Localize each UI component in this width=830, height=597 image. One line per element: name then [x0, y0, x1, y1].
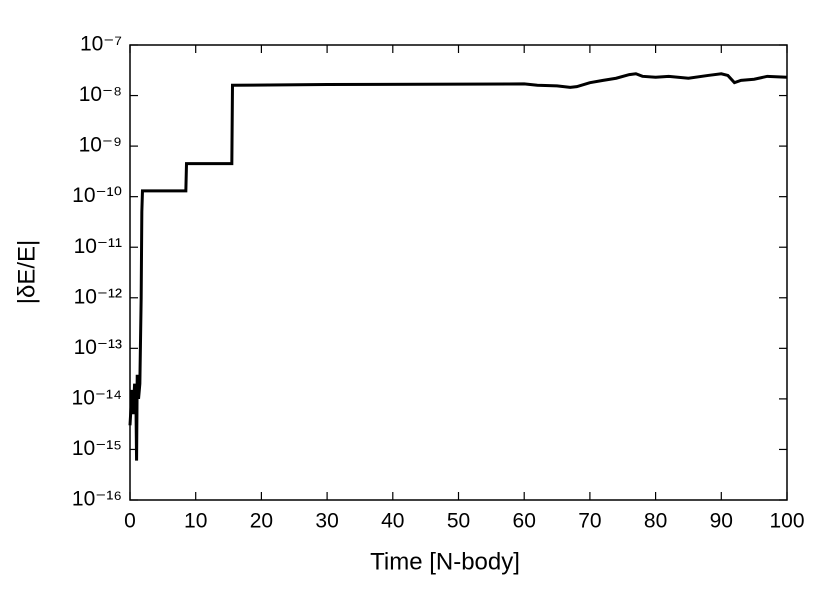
data-line: [128, 72, 788, 461]
y-tick-label: 10⁻¹²: [74, 285, 122, 308]
y-tick-label: 10⁻¹⁴: [72, 386, 122, 409]
x-tick-label: 70: [578, 510, 601, 533]
y-axis-label: |δE/E|: [13, 240, 40, 305]
x-tick-label: 50: [447, 510, 470, 533]
x-tick-label: 20: [250, 510, 273, 533]
y-tick-label: 10⁻¹⁰: [72, 184, 122, 207]
y-tick-label: 10⁻⁹: [79, 134, 122, 157]
x-tick-label: 0: [124, 510, 136, 533]
y-tick-label: 10⁻¹⁵: [72, 437, 122, 460]
y-tick-label: 10⁻⁷: [80, 33, 122, 56]
plot-frame: [129, 44, 788, 501]
y-tick-label: 10⁻¹⁶: [72, 488, 122, 511]
x-tick-label: 100: [769, 510, 804, 533]
x-tick-label: 60: [513, 510, 536, 533]
y-tick-label: 10⁻¹³: [74, 336, 122, 359]
x-tick-label: 30: [315, 510, 338, 533]
y-tick-label: 10⁻¹¹: [74, 235, 122, 258]
x-tick-label: 80: [644, 510, 667, 533]
x-tick-label: 40: [381, 510, 404, 533]
x-axis-label: Time [N-body]: [370, 548, 520, 575]
x-tick-label: 10: [184, 510, 207, 533]
y-tick-label: 10⁻⁸: [79, 83, 122, 106]
x-tick-label: 90: [710, 510, 733, 533]
